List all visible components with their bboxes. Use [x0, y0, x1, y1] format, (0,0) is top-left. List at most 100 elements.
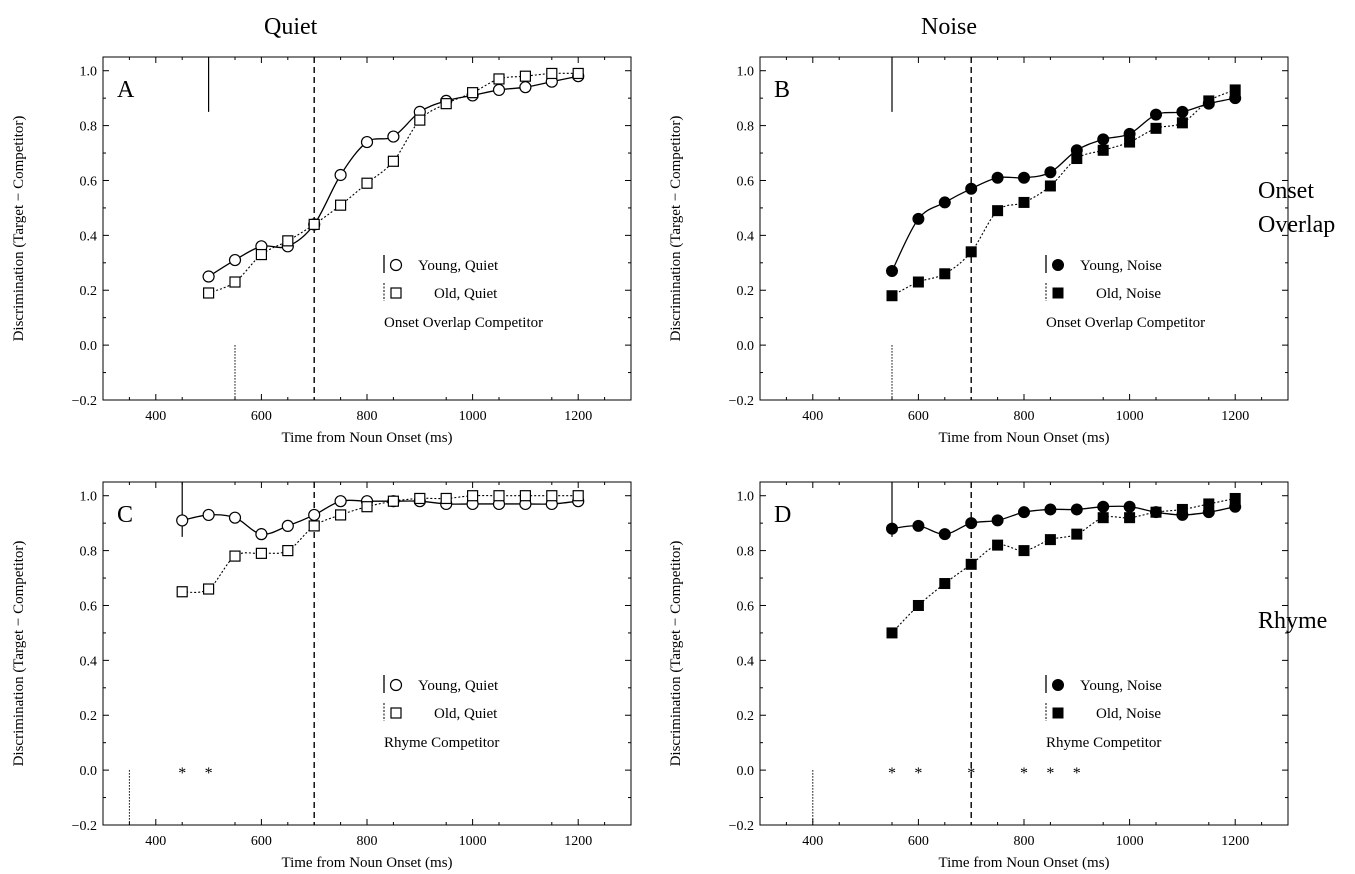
y-tick-label: 0.2	[80, 284, 98, 299]
x-tick-label: 800	[1014, 409, 1035, 424]
row-label-rhyme: Rhyme	[1258, 604, 1355, 638]
data-point	[1150, 122, 1162, 134]
x-tick-label: 800	[357, 834, 378, 849]
significance-asterisk: *	[1046, 765, 1054, 782]
legend-entry-label: Old, Noise	[1096, 286, 1161, 302]
x-axis-label: Time from Noun Onset (ms)	[281, 855, 452, 871]
legend-title: Rhyme Competitor	[1046, 735, 1161, 751]
data-point	[335, 199, 347, 211]
data-point	[228, 511, 242, 524]
y-tick-label: 1.0	[80, 490, 98, 505]
data-point	[282, 544, 294, 557]
data-point	[255, 547, 267, 559]
y-tick-label: 0.8	[80, 120, 98, 135]
data-point	[203, 287, 215, 299]
data-point	[939, 268, 951, 280]
data-point	[1071, 153, 1083, 165]
column-title-noise: Noise	[921, 14, 977, 40]
data-point	[493, 73, 505, 85]
data-point	[1044, 534, 1056, 546]
y-tick-label: 0.8	[737, 545, 755, 560]
y-tick-label: 0.4	[737, 229, 755, 244]
legend-marker	[390, 287, 402, 299]
data-point	[361, 177, 373, 189]
y-tick-label: 1.0	[737, 65, 755, 80]
data-point	[1097, 512, 1109, 524]
x-tick-label: 800	[1014, 834, 1035, 849]
x-tick-label: 600	[251, 409, 272, 424]
data-point	[965, 517, 978, 530]
legend-marker	[1052, 679, 1064, 691]
data-point	[492, 83, 506, 97]
data-point	[1044, 180, 1056, 192]
significance-asterisk: *	[888, 765, 896, 782]
data-point	[255, 248, 267, 261]
data-point	[1097, 133, 1110, 146]
data-point	[1123, 500, 1136, 513]
panel-A: 400 600 800 1000 1200 −0.2 0.0 0.2 0.4 0.6 0.8 1.0 T…	[11, 56, 632, 446]
x-tick-label: 400	[145, 834, 166, 849]
y-axis-label: Discrimination (Target − Competitor)	[668, 116, 684, 342]
panel-C: 400 600 800 1000 1200 −0.2 0.0 0.2 0.4 0.6 0.8 1.0 T…	[11, 481, 632, 871]
data-point	[1044, 166, 1057, 179]
data-point	[1176, 117, 1188, 129]
x-tick-label: 1000	[1116, 409, 1144, 424]
data-point	[912, 519, 925, 532]
y-axis-label: Discrimination (Target − Competitor)	[11, 541, 27, 767]
data-point	[886, 290, 898, 302]
data-point	[1018, 545, 1030, 557]
x-tick-label: 400	[145, 409, 166, 424]
row-label-line: Overlap	[1258, 212, 1336, 238]
significance-asterisk: *	[1020, 765, 1028, 782]
significance-asterisk: *	[1073, 765, 1081, 782]
y-tick-label: −0.2	[729, 819, 754, 834]
x-tick-label: 1200	[1221, 834, 1249, 849]
data-point	[1097, 500, 1110, 513]
y-tick-label: 0.4	[80, 229, 98, 244]
panel-letter: D	[774, 502, 791, 528]
legend-title: Rhyme Competitor	[384, 735, 499, 751]
row-label-onset-overlap: Onset Overlap	[1258, 174, 1355, 242]
data-point	[965, 558, 977, 570]
significance-asterisk: *	[178, 765, 186, 782]
data-point	[176, 514, 189, 527]
y-tick-label: 0.6	[737, 174, 755, 189]
row-label-line: Onset	[1258, 178, 1314, 204]
y-tick-label: 0.6	[737, 599, 755, 614]
data-point	[1018, 196, 1030, 208]
data-point	[1176, 105, 1189, 118]
data-point	[203, 583, 215, 595]
data-point	[886, 627, 898, 639]
x-tick-label: 1000	[459, 409, 487, 424]
data-point	[1018, 171, 1030, 184]
legend-marker	[1052, 287, 1064, 299]
series-line	[182, 494, 579, 593]
data-point	[361, 501, 373, 513]
y-tick-label: −0.2	[72, 819, 97, 834]
data-point	[414, 492, 426, 505]
data-point	[1150, 506, 1162, 518]
data-point	[308, 520, 320, 532]
data-point	[1097, 144, 1109, 156]
y-tick-label: 0.6	[80, 599, 98, 614]
data-point	[308, 218, 320, 230]
legend-entry-label: Young, Noise	[1080, 258, 1162, 274]
y-tick-label: 1.0	[737, 490, 755, 505]
y-axis-label: Discrimination (Target − Competitor)	[668, 541, 684, 767]
legend-marker	[389, 258, 403, 272]
legend-marker	[389, 678, 403, 692]
data-point	[546, 67, 558, 80]
legend-title: Onset Overlap Competitor	[1046, 315, 1205, 331]
data-point	[202, 270, 215, 283]
data-point	[334, 168, 347, 182]
data-point	[387, 130, 400, 143]
data-point	[965, 246, 977, 258]
data-point	[1044, 503, 1057, 516]
data-point	[176, 586, 188, 598]
significance-asterisk: *	[914, 765, 922, 782]
legend-marker	[1052, 707, 1064, 719]
data-point	[493, 490, 505, 502]
legend-marker	[1052, 259, 1064, 271]
legend-marker	[390, 707, 402, 719]
data-point	[229, 550, 241, 562]
